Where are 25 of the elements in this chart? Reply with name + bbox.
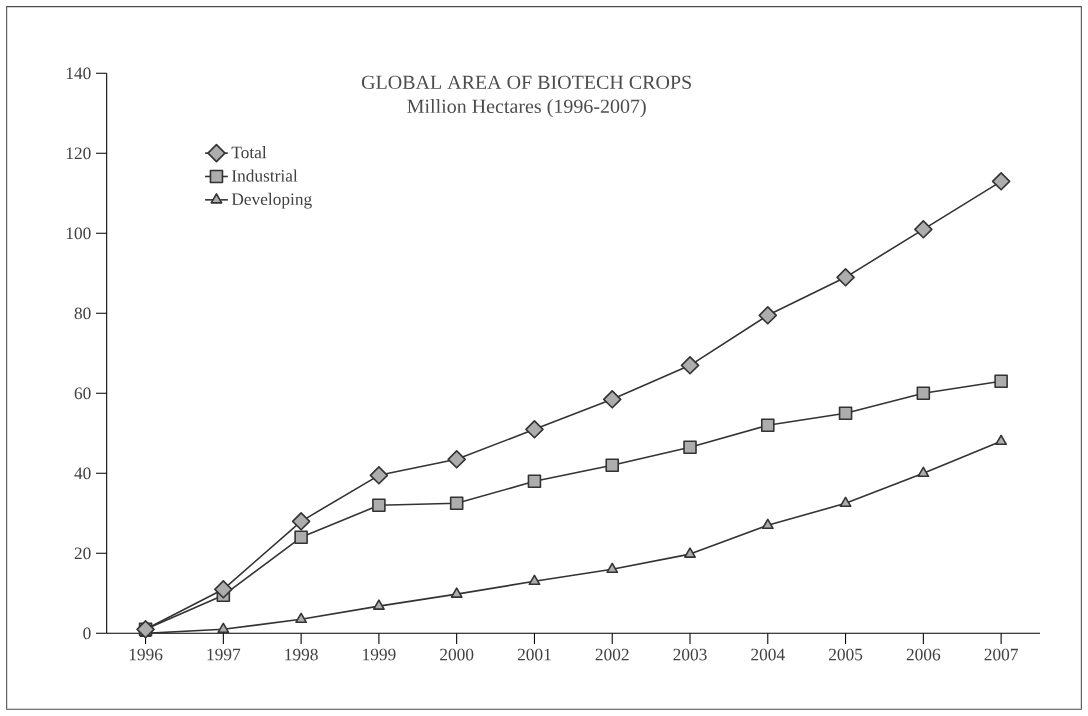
y-tick-label: 40	[74, 467, 91, 480]
x-tick-label: 2004	[751, 648, 785, 661]
legend-label: Industrial	[231, 169, 298, 182]
x-tick-label: 2006	[906, 648, 941, 661]
x-tick-label: 2007	[984, 648, 1018, 661]
x-tick-label: 1999	[363, 648, 396, 661]
x-tick-label: 2003	[673, 648, 707, 661]
y-tick-label: 0	[83, 627, 91, 640]
y-tick-label: 60	[74, 387, 91, 400]
y-tick-label: 140	[66, 67, 91, 80]
y-tick-label: 80	[74, 307, 91, 320]
x-tick-label: 2000	[440, 648, 474, 661]
x-tick-label: 2001	[517, 648, 551, 661]
x-tick-label: 2002	[595, 648, 629, 661]
chart-title: GLOBAL AREA OF BIOTECH CROPS	[361, 75, 691, 90]
x-tick-label: 1998	[285, 648, 318, 661]
legend-label: Developing	[231, 192, 312, 209]
x-tick-label: 1997	[207, 648, 241, 661]
y-tick-label: 20	[74, 547, 91, 560]
y-tick-label: 100	[66, 227, 91, 240]
text: Million Hectares (1996-2007)	[407, 99, 646, 118]
x-tick-label: 1996	[129, 648, 163, 661]
y-tick-label: 120	[66, 147, 91, 160]
legend-label: Total	[231, 146, 267, 159]
x-tick-label: 2005	[828, 648, 863, 661]
